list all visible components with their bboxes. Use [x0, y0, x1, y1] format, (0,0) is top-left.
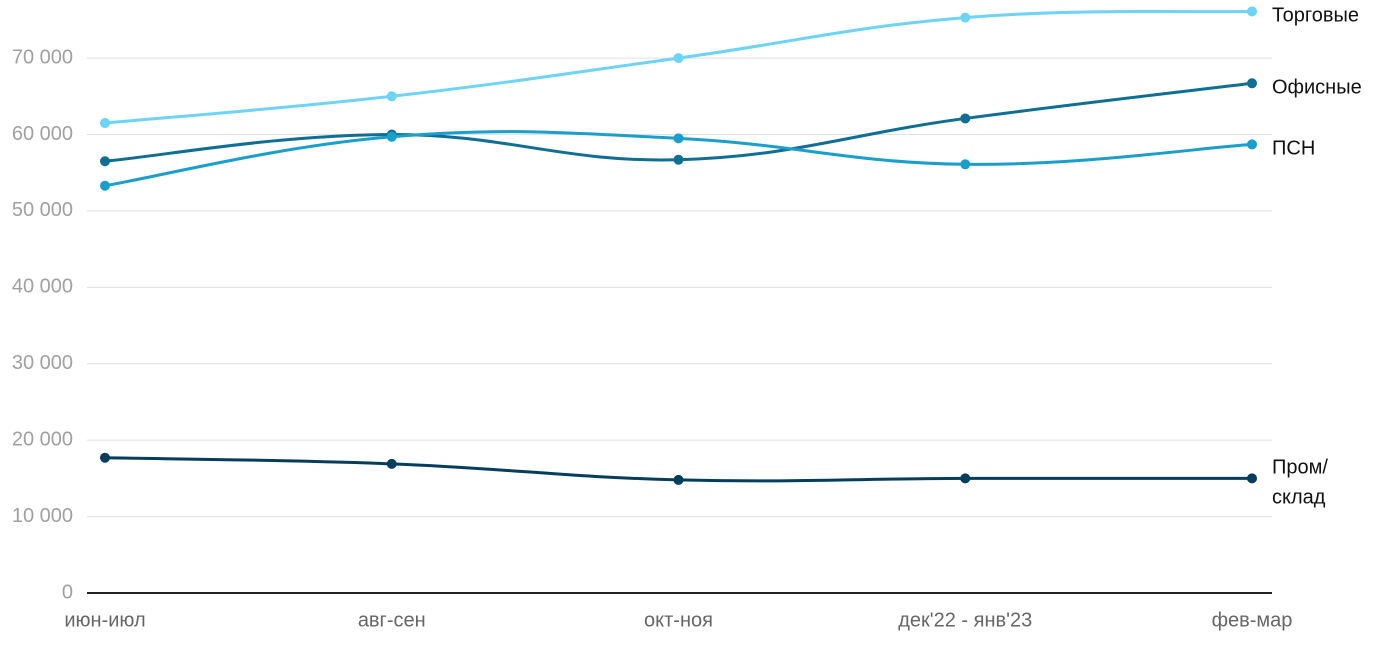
y-tick-label: 50 000 [12, 199, 73, 221]
series-label: ПСН [1272, 138, 1315, 160]
data-point [673, 154, 684, 165]
data-point [673, 53, 684, 64]
x-tick-label: июн-июл [64, 609, 145, 631]
data-point [1247, 78, 1257, 89]
data-point [960, 473, 971, 484]
data-point [386, 458, 397, 469]
data-point [673, 474, 684, 485]
data-point [386, 131, 397, 142]
data-point [100, 452, 110, 463]
data-point [1247, 139, 1257, 150]
data-point [386, 91, 397, 102]
series-line [104, 9, 1253, 125]
series-line [104, 81, 1253, 163]
series-label: Офисные [1272, 77, 1362, 99]
series-label: Пром/склад [1272, 457, 1328, 509]
y-tick-label: 60 000 [12, 123, 73, 145]
data-point [100, 156, 110, 167]
y-tick-label: 70 000 [12, 46, 73, 68]
y-tick-label: 0 [62, 581, 73, 603]
data-point [100, 118, 110, 129]
x-tick-label: фев-мар [1212, 609, 1293, 631]
y-tick-label: 40 000 [12, 276, 73, 298]
x-tick-label: дек'22 - янв'23 [898, 609, 1032, 631]
data-point [1247, 6, 1257, 17]
data-point [100, 180, 110, 191]
y-tick-label: 20 000 [12, 428, 73, 450]
y-tick-label: 30 000 [12, 352, 73, 374]
x-tick-label: окт-ноя [644, 609, 713, 631]
y-tick-label: 10 000 [12, 505, 73, 527]
data-point [960, 159, 971, 170]
x-tick-label: авг-сен [358, 609, 426, 631]
data-point [673, 133, 684, 144]
data-point [960, 113, 971, 124]
data-point [960, 12, 971, 23]
data-point [1247, 473, 1257, 484]
series-label: Торговые [1272, 5, 1359, 27]
